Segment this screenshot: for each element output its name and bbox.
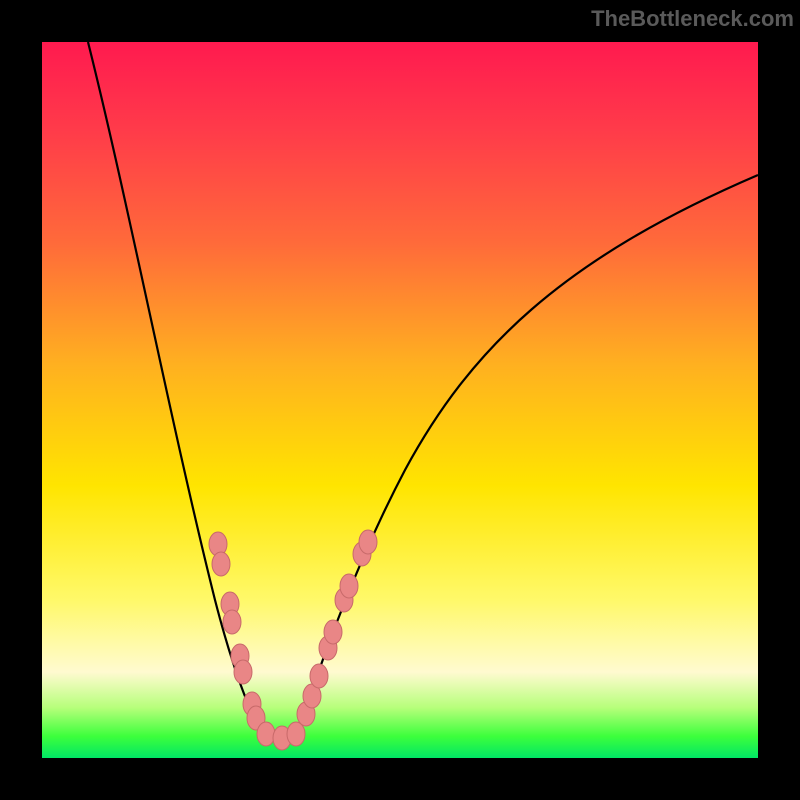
marker-point	[257, 722, 275, 746]
watermark: TheBottleneck.com	[591, 6, 794, 32]
stage: { "canvas": { "width": 800, "height": 80…	[0, 0, 800, 800]
marker-point	[287, 722, 305, 746]
marker-point	[212, 552, 230, 576]
marker-point	[223, 610, 241, 634]
watermark-text: TheBottleneck.com	[591, 6, 794, 31]
gradient-rect	[42, 42, 758, 758]
plot-svg	[0, 0, 800, 800]
marker-point	[340, 574, 358, 598]
marker-point	[359, 530, 377, 554]
marker-point	[234, 660, 252, 684]
marker-point	[324, 620, 342, 644]
marker-point	[310, 664, 328, 688]
